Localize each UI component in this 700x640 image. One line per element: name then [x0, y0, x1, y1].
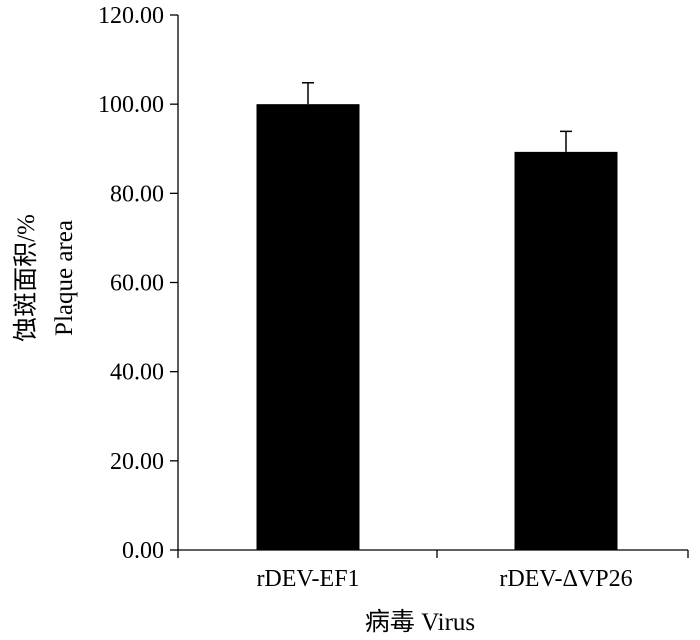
x-tick-label: rDEV-EF1	[256, 566, 359, 592]
bar	[256, 104, 360, 551]
y-axis-title-chinese: 蚀斑面积/%	[12, 214, 40, 342]
y-tick-label: 20.00	[110, 449, 164, 475]
x-axis-title: 病毒 Virus	[365, 608, 475, 636]
y-axis-title-english: Plaque area	[51, 220, 78, 336]
y-tick-label: 60.00	[110, 271, 164, 297]
error-bars	[302, 82, 572, 152]
y-tick-label: 80.00	[110, 181, 164, 207]
y-tick-label: 100.00	[98, 92, 164, 118]
bar	[514, 151, 618, 550]
y-tick-label: 120.00	[98, 3, 164, 29]
y-tick-label: 0.00	[122, 538, 164, 564]
x-tick-label: rDEV-ΔVP26	[499, 566, 632, 592]
y-axis-ticks: 0.00 20.00 40.00 60.00 80.00 100.00 120.00	[98, 3, 178, 564]
bars	[256, 104, 618, 551]
x-axis-ticks: rDEV-EF1 rDEV-ΔVP26	[177, 550, 689, 592]
y-tick-label: 40.00	[110, 360, 164, 386]
